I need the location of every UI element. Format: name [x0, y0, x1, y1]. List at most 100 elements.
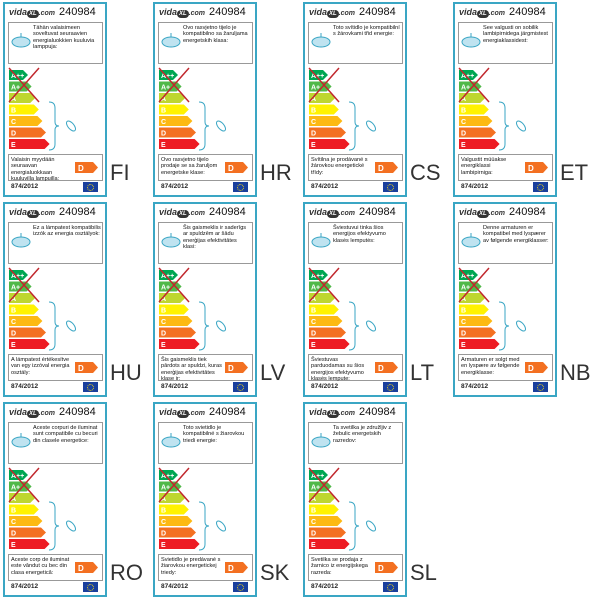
lamp-icon — [161, 233, 181, 248]
bulb-icon — [516, 320, 526, 332]
language-code: LV — [260, 360, 286, 385]
sold-text: Aceste corp de iluminat este vândut cu b… — [11, 557, 70, 576]
sold-text: Valaisin myydään seuraavan energialuokka… — [11, 157, 60, 183]
eu-stars — [237, 184, 244, 191]
lamp-shape — [311, 36, 331, 48]
class-letter: C — [161, 119, 166, 126]
language-code: RO — [110, 560, 143, 585]
product-code: 240984 — [59, 206, 96, 218]
lamp-shape — [161, 236, 181, 248]
eu-flag — [233, 382, 248, 392]
bracket — [198, 501, 210, 551]
class-letter: A — [11, 296, 16, 303]
class-arrow — [309, 539, 350, 549]
eu-stars — [237, 584, 244, 591]
brand-logo: vida XL .com — [159, 7, 205, 18]
brand-logo: vida XL .com — [159, 407, 205, 418]
lamp-shape — [311, 436, 331, 448]
lamp-shape — [461, 236, 481, 248]
sold-letter: D — [78, 364, 84, 373]
class-arrow — [159, 104, 189, 115]
lamp-icon — [161, 33, 181, 48]
compat-box: Denne armaturen er kompatibel med lyspær… — [458, 222, 553, 264]
sold-text: Svietidlo je predávané s žiarovkou energ… — [161, 557, 221, 576]
language-code: CS — [410, 160, 441, 185]
class-letter: A+ — [461, 85, 470, 92]
class-letter: C — [311, 119, 316, 126]
class-arrow — [9, 139, 50, 149]
cross — [8, 267, 40, 303]
brand-post: .com — [188, 10, 206, 17]
eu-stars — [87, 184, 94, 191]
sold-text: Svítilna je prodávané s žárovkou energet… — [311, 157, 368, 176]
class-arrow — [9, 316, 43, 326]
class-letter: A++ — [311, 473, 324, 480]
compat-text: Toto svietidlo je kompatibilné s žiarovk… — [183, 425, 245, 444]
sold-class-arrow: D — [375, 362, 398, 373]
class-arrow — [159, 481, 182, 492]
sold-letter: D — [378, 164, 384, 173]
sold-text: Armaturen er solgt med en lyspære av føl… — [461, 357, 520, 376]
cross — [158, 267, 190, 303]
class-letter: B — [311, 308, 316, 315]
bracket — [498, 101, 510, 151]
brand-pre: vida — [459, 7, 478, 17]
language-code: HU — [110, 360, 142, 385]
class-letter: C — [461, 319, 466, 326]
class-arrow — [459, 116, 493, 126]
bulb-icon — [66, 520, 76, 532]
class-letter: E — [311, 542, 316, 549]
brand-pre: vida — [159, 7, 178, 17]
sold-arrow — [75, 162, 98, 173]
brand-logo: vida XL .com — [309, 7, 355, 18]
class-letter: D — [311, 331, 316, 338]
class-letter: A+ — [11, 485, 20, 492]
regulation: 874/2012 — [311, 583, 339, 590]
compat-box: Toto svítidlo je kompatibilní s žárovkam… — [308, 22, 403, 64]
brand-pre: vida — [309, 7, 328, 17]
product-code: 240984 — [359, 6, 396, 18]
brand-mark: XL — [27, 10, 39, 18]
class-arrow — [309, 316, 343, 326]
regulation: 874/2012 — [161, 583, 189, 590]
class-letter: D — [161, 331, 166, 338]
regulation: 874/2012 — [461, 183, 489, 190]
bracket — [48, 501, 60, 551]
lamp-shape — [11, 236, 31, 248]
brand-logo: vida XL .com — [159, 207, 205, 218]
regulation: 874/2012 — [11, 183, 39, 190]
brand-mark: XL — [177, 210, 189, 218]
class-letter: D — [461, 131, 466, 138]
brand-pre: vida — [159, 407, 178, 417]
sold-arrow — [525, 162, 548, 173]
class-letter: E — [161, 342, 166, 349]
bulb-icon — [516, 120, 526, 132]
class-letter: E — [11, 342, 16, 349]
cross — [458, 267, 490, 303]
sold-box: Svítilna je prodávané s žárovkou energet… — [308, 154, 403, 181]
brand-pre: vida — [159, 207, 178, 217]
energy-label: vida XL .com 240984 Toto svietidlo je kompat… — [153, 402, 257, 597]
brand-post: .com — [38, 10, 56, 17]
class-letter: A++ — [161, 473, 174, 480]
compat-box: Tähän valaisimeen soveltuvat seuraavien … — [8, 22, 103, 64]
class-letter: D — [311, 531, 316, 538]
class-letter: C — [161, 519, 166, 526]
class-letter: D — [161, 531, 166, 538]
sold-letter: D — [528, 164, 534, 173]
sold-letter: D — [228, 564, 234, 573]
eu-flag — [383, 382, 398, 392]
regulation: 874/2012 — [161, 383, 189, 390]
bulb-icon — [216, 320, 226, 332]
sold-text: Ovo rasvjetno tijelo prodaje se sa žarul… — [161, 157, 218, 176]
lamp-shape — [311, 236, 331, 248]
sold-text: Šviestuvas parduodamas su šios energijos… — [311, 357, 365, 383]
eu-flag — [533, 182, 548, 192]
product-code: 240984 — [59, 6, 96, 18]
class-arrow — [9, 527, 46, 538]
sold-letter: D — [378, 564, 384, 573]
brand-mark: XL — [477, 210, 489, 218]
